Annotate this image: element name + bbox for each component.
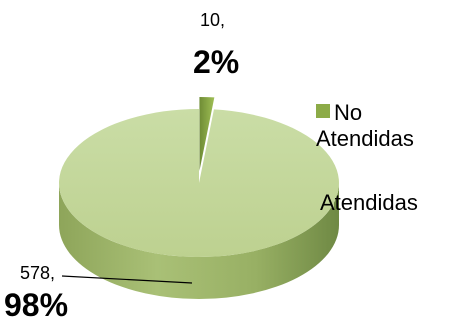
pie-slice-no-atendidas bbox=[199, 97, 215, 172]
pie-side-wall bbox=[59, 183, 339, 299]
legend-swatch-atendidas bbox=[320, 194, 334, 208]
label-percent-atendidas: 98% bbox=[4, 287, 69, 323]
label-count-no-atendidas: 10, bbox=[200, 10, 226, 30]
pie-slice-atendidas bbox=[58, 109, 339, 257]
legend-label-no-atendidas-line2: Atendidas bbox=[316, 126, 414, 151]
legend-label-atendidas: Atendidas bbox=[320, 190, 418, 215]
label-count-atendidas: 578, bbox=[20, 263, 56, 283]
label-percent-no-atendidas: 2% bbox=[193, 44, 240, 80]
leader-line-atendidas bbox=[61, 275, 193, 284]
legend-item-no-atendidas: No Atendidas bbox=[316, 100, 414, 152]
legend-item-atendidas: Atendidas bbox=[320, 190, 418, 216]
legend-swatch-no-atendidas bbox=[316, 104, 330, 118]
legend-label-no-atendidas-line1: No bbox=[334, 100, 363, 125]
